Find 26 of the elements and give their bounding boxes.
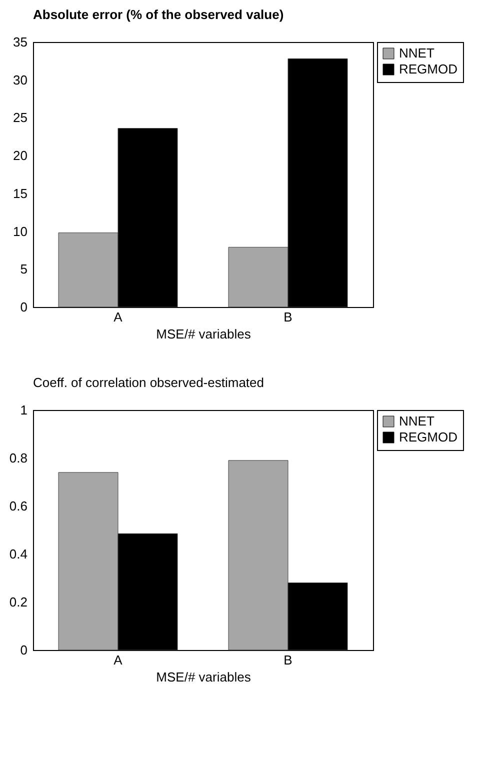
x-axis-title: MSE/# variables xyxy=(156,326,252,342)
legend-label: REGMOD xyxy=(399,62,458,76)
x-tick-label: B xyxy=(284,310,292,324)
legend-label: NNET xyxy=(399,414,434,428)
y-tick-label: 1 xyxy=(20,402,28,418)
y-tick-label: 30 xyxy=(13,72,28,88)
y-tick-label: 0.4 xyxy=(9,546,28,562)
legend-label: REGMOD xyxy=(399,430,458,444)
y-tick-label: 0 xyxy=(20,642,28,658)
chart-title: Coeff. of correlation observed-estimated xyxy=(33,375,264,390)
x-axis-title: MSE/# variables xyxy=(156,670,252,684)
y-tick-label: 0.6 xyxy=(9,498,28,514)
x-tick-label: A xyxy=(114,652,123,668)
y-tick-label: 0.2 xyxy=(9,594,28,610)
y-tick-label: 15 xyxy=(13,186,28,201)
y-tick-label: 0 xyxy=(20,300,28,314)
legend-label: NNET xyxy=(399,46,434,60)
y-tick-label: 0.8 xyxy=(9,450,28,466)
y-tick-label: 35 xyxy=(13,34,28,50)
x-tick-label: B xyxy=(284,652,292,668)
y-tick-label: 25 xyxy=(13,110,28,126)
y-tick-label: 20 xyxy=(13,148,28,164)
x-tick-label: A xyxy=(114,310,123,324)
y-tick-label: 5 xyxy=(20,262,28,277)
chart-title: Absolute error (% of the observed value) xyxy=(33,7,284,22)
y-tick-label: 10 xyxy=(13,224,28,239)
